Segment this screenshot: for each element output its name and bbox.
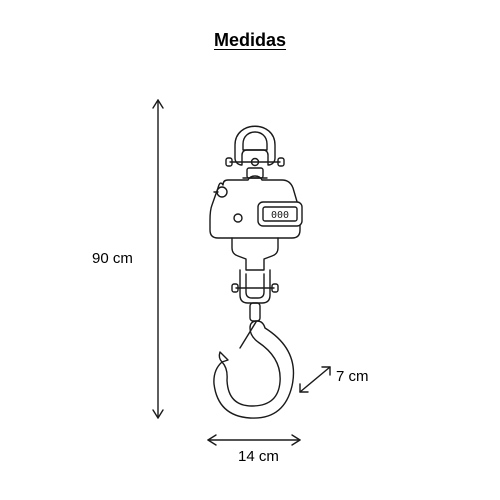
crane-scale-drawing: 000 [0, 70, 500, 490]
crane-scale-icon: 000 [210, 126, 302, 418]
display-reading: 000 [271, 210, 289, 221]
height-label: 90 cm [92, 250, 133, 267]
height-dimension-arrow [153, 100, 163, 418]
depth-dimension-arrow [300, 367, 330, 392]
depth-label: 7 cm [336, 368, 369, 385]
width-label: 14 cm [238, 448, 279, 465]
page-title: Medidas [214, 30, 286, 51]
dimension-diagram: 000 [0, 70, 500, 490]
width-dimension-arrow [208, 435, 300, 445]
